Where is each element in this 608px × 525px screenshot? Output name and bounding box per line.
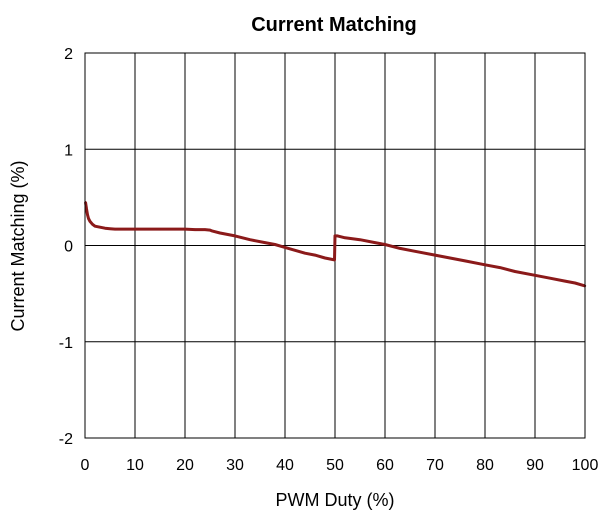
data-point [91,223,94,226]
chart-title: Current Matching [251,14,417,36]
data-point [513,270,517,273]
x-tick-label: 10 [126,457,144,474]
x-tick-labels: 0 10 20 30 40 50 60 70 80 90 100 [81,457,599,474]
data-point [158,227,162,231]
data-point [248,238,252,241]
x-tick-label: 50 [326,457,344,474]
x-axis-label: PWM Duty (%) [276,490,395,510]
data-point [303,252,307,255]
data-point [263,241,267,244]
x-tick-label: 60 [376,457,394,474]
data-point [483,263,487,266]
data-point [293,249,297,252]
data-point [573,281,577,285]
data-point [498,266,502,269]
data-point [123,227,127,231]
data-point [373,241,377,244]
data-point [88,220,92,223]
data-point [103,226,107,230]
data-point [93,225,97,228]
data-point [323,256,327,260]
data-point [143,227,147,231]
data-point [548,277,552,280]
plot-frame [84,52,586,439]
x-tick-label: 90 [526,457,544,474]
y-tick-label: 1 [64,142,73,159]
data-point [433,253,437,257]
data-point [383,243,387,246]
data-point [563,279,567,283]
data-point [98,226,102,229]
x-tick-label: 0 [81,457,90,474]
x-tick-label: 30 [226,457,244,474]
x-tick-label: 80 [476,457,494,474]
y-tick-label: 2 [64,46,73,63]
x-tick-label: 70 [426,457,444,474]
x-tick-label: 20 [176,457,194,474]
data-point [333,234,337,238]
data-point [358,238,362,241]
data-point [208,228,212,232]
data-point [85,207,88,211]
data-point [113,227,117,231]
data-point [463,259,467,263]
data-point [273,243,277,246]
data-point [86,213,89,216]
data-point [283,246,287,249]
data-point [218,231,222,235]
data-point [87,217,90,220]
data-point [193,228,197,231]
data-point [233,234,237,238]
y-tick-label: 0 [64,239,73,256]
data-point [413,250,417,253]
x-tick-label: 100 [572,457,599,474]
y-axis-label: Current Matching (%) [8,160,28,331]
data-point [183,227,187,231]
data-point [203,228,207,231]
data-point [343,236,347,239]
data-point [336,234,339,238]
data-point [448,256,452,260]
data-point [398,247,402,250]
series-layer [84,200,587,288]
data-point [108,227,112,230]
data-point [313,253,317,257]
data-point [333,258,336,262]
y-tick-label: -2 [59,431,73,448]
data-point [173,227,177,231]
data-point [211,229,214,233]
data-point [533,274,537,277]
y-tick-label: -1 [59,335,73,352]
x-tick-label: 40 [276,457,294,474]
y-tick-labels: 2 1 0 -1 -2 [59,46,73,448]
data-point [133,227,137,231]
